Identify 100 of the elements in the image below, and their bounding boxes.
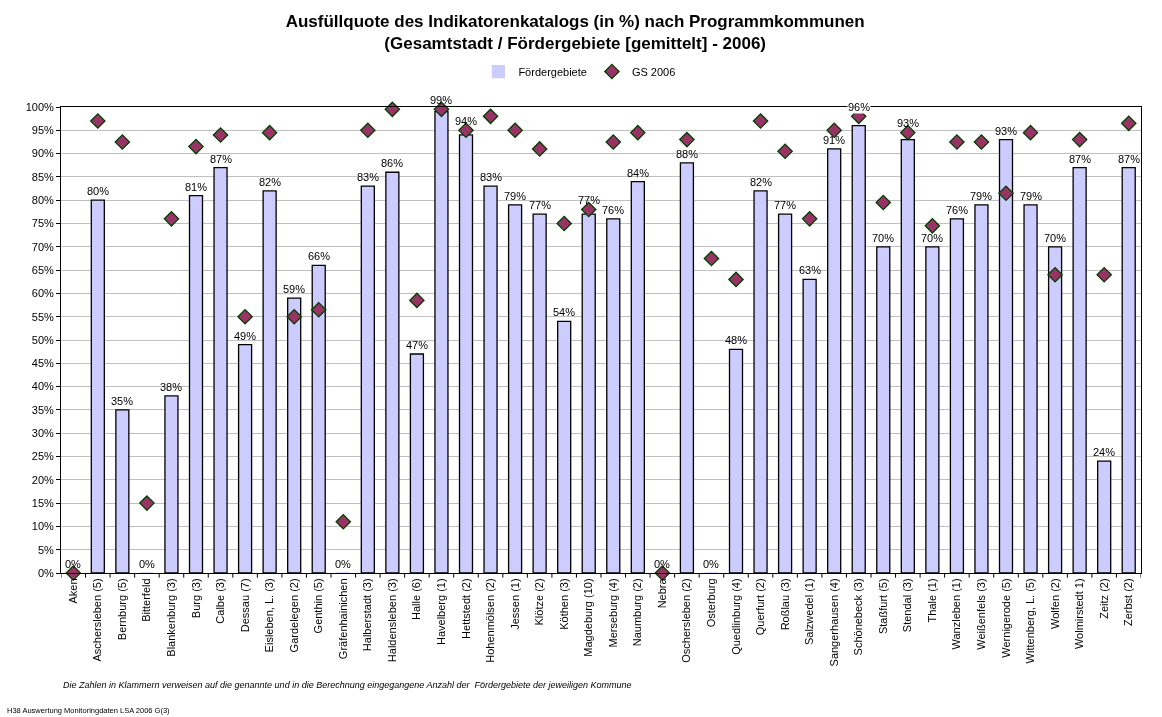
x-tick-label: Oschersleben (2) [680,578,693,663]
data-label: 79% [504,190,527,202]
x-tick-label: Wolmirstedt 1) [1073,578,1086,650]
data-label: 54% [553,306,576,318]
y-tick-label: 100% [25,100,55,113]
data-label: 0% [139,558,156,570]
x-tick-label: Quedlinburg (4) [729,578,742,655]
y-tick-label: 0% [37,566,55,579]
data-label: 77% [529,199,552,211]
data-label: 70% [1044,232,1067,244]
y-tick-label: 45% [31,357,54,370]
data-label: 79% [970,190,993,202]
data-label: 0% [65,558,82,570]
data-label: 24% [1093,446,1116,458]
x-tick-label: Havelberg (1) [435,578,448,646]
data-label: 88% [676,148,699,160]
data-label: 81% [185,181,208,193]
x-tick-label: Salzwedel (1) [803,578,816,646]
data-label: 70% [921,232,944,244]
data-label: 76% [602,204,625,216]
data-label: 82% [750,176,773,188]
x-tick-label: Blankenburg (3) [165,578,178,657]
y-tick-label: 95% [31,124,54,137]
y-tick-label: 50% [31,333,54,346]
legend-label: GS 2006 [631,65,676,78]
data-label: 70% [872,232,895,244]
x-tick-label: Schönebeck (3) [852,578,865,656]
data-label: 84% [627,167,650,179]
data-label: 87% [1069,153,1092,165]
x-tick-label: Sangerhausen (4) [827,578,840,667]
data-label: 93% [897,117,920,129]
data-label: 47% [406,339,429,351]
x-tick-label: Wanzleben (1) [950,578,963,650]
x-tick-label: Bitterfeld [140,578,153,622]
x-tick-label: Haldensleben (3) [385,578,398,663]
x-tick-label: Dessau (7) [238,578,251,633]
data-label: 94% [455,115,478,127]
data-label: 48% [725,334,748,346]
x-tick-label: Merseburg (4) [606,578,619,648]
y-tick-label: 20% [31,473,54,486]
data-label: 83% [480,171,503,183]
data-label: 76% [946,204,969,216]
data-label: 83% [357,171,380,183]
x-tick-label: Aken [66,578,79,604]
y-tick-label: 5% [37,543,55,556]
data-label: 96% [848,101,871,113]
x-tick-label: Wolfen (2) [1048,578,1061,629]
x-tick-label: Wittenberg, L. (5) [1024,578,1037,664]
x-tick-label: Zeitz (2) [1097,578,1110,619]
data-label: 0% [335,558,352,570]
x-tick-label: Wernigerode (5) [999,578,1012,658]
data-label: 87% [210,153,233,165]
data-label: 66% [308,250,331,262]
data-label: 80% [87,185,110,197]
y-tick-label: 35% [31,403,54,416]
data-label: 63% [799,264,822,276]
x-tick-label: Zerbst (2) [1122,578,1135,627]
data-label: 0% [654,558,671,570]
y-tick-label: 60% [31,287,54,300]
x-tick-label: Halberstadt (3) [361,578,374,652]
x-tick-label: Stendal (3) [901,578,914,633]
data-label: 38% [160,381,183,393]
y-tick-label: 90% [31,147,54,160]
y-tick-label: 75% [31,217,54,230]
x-tick-label: Genthin (5) [312,578,325,634]
data-label: 91% [823,134,846,146]
legend-label: Fördergebiete [518,65,587,78]
x-tick-label: Hohenmölsen (2) [484,578,497,663]
x-tick-label: Roßlau (3) [778,578,791,631]
y-tick-label: 10% [31,520,54,533]
y-tick-label: 85% [31,170,54,183]
data-label: 0% [703,558,720,570]
x-tick-label: Staßfurt (5) [876,578,889,635]
x-tick-label: Querfurt (2) [754,578,767,636]
y-tick-label: 65% [31,263,54,276]
data-label: 49% [234,330,257,342]
x-tick-label: Bernburg (5) [115,578,128,641]
x-tick-label: Nebra [655,577,668,609]
data-label: 35% [111,395,134,407]
y-tick-label: 40% [31,380,54,393]
y-tick-label: 15% [31,496,54,509]
data-label: 59% [283,283,306,295]
y-tick-label: 70% [31,240,54,253]
x-tick-label: Weißenfels (3) [975,578,988,650]
data-label: 77% [774,199,797,211]
x-tick-label: Jessen (1) [508,578,521,630]
chart-title: Ausfüllquote des Indikatorenkatalogs (in %) nach Programmkommunen (Gesamtstadt / Fördergebiete [gemittelt] - 2006) [285,12,865,54]
x-tick-label: Eisleben, L. (3) [263,578,276,653]
x-tick-label: Osterburg [705,578,718,628]
x-tick-label: Köthen (3) [557,578,570,630]
y-tick-label: 25% [31,450,54,463]
y-tick-label: 55% [31,310,54,323]
data-label: 87% [1118,153,1141,165]
data-label: 77% [578,194,601,206]
x-tick-label: Halle (6) [410,578,423,620]
y-tick-label: 80% [31,194,54,207]
x-tick-label: Thale (1) [925,578,938,623]
x-tick-label: Burg (3) [189,578,202,619]
x-tick-label: Calbe (3) [214,578,227,624]
data-label: 86% [381,157,404,169]
